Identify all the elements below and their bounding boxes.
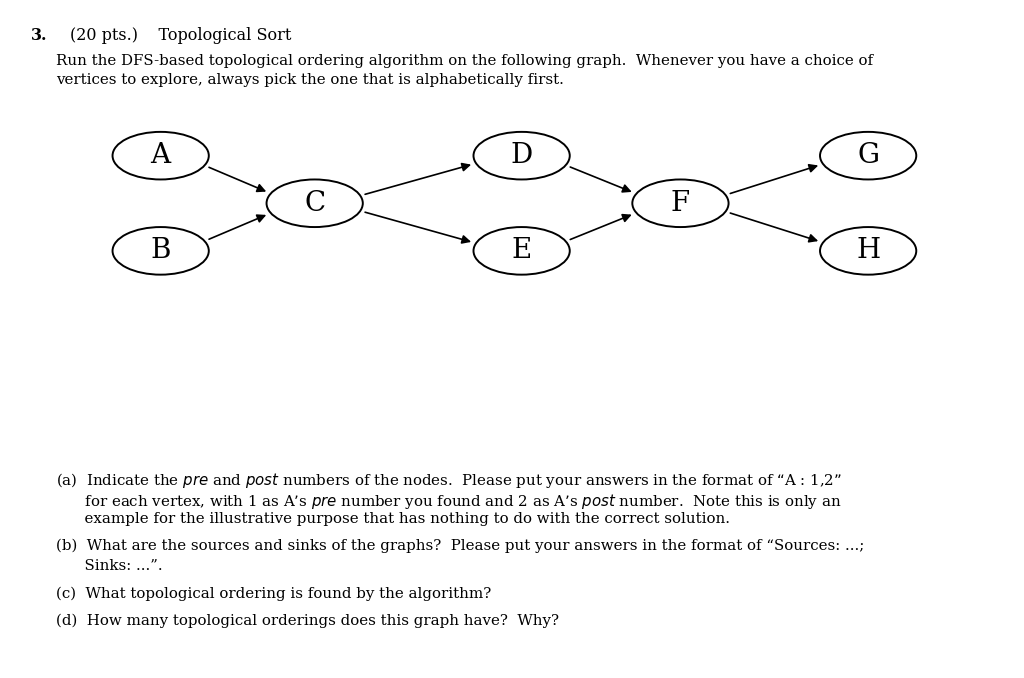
Text: 3.: 3. [31,27,47,44]
Text: D: D [511,142,532,170]
Ellipse shape [266,180,362,227]
Text: G: G [857,142,880,170]
Text: B: B [151,237,171,264]
Text: A: A [151,142,171,170]
Text: C: C [304,190,326,217]
Text: (a)  Indicate the $\it{pre}$ and $\it{post}$ numbers of the nodes.  Please put y: (a) Indicate the $\it{pre}$ and $\it{pos… [56,471,842,490]
Text: (c)  What topological ordering is found by the algorithm?: (c) What topological ordering is found b… [56,586,492,601]
Text: (d)  How many topological orderings does this graph have?  Why?: (d) How many topological orderings does … [56,614,559,628]
Text: vertices to explore, always pick the one that is alphabetically first.: vertices to explore, always pick the one… [56,73,564,87]
Text: Sinks: ...”.: Sinks: ...”. [56,559,163,574]
Ellipse shape [632,180,729,227]
Text: E: E [512,237,531,264]
Text: Run the DFS-based topological ordering algorithm on the following graph.  Whenev: Run the DFS-based topological ordering a… [56,54,873,68]
Text: (b)  What are the sources and sinks of the graphs?  Please put your answers in t: (b) What are the sources and sinks of th… [56,539,864,553]
Ellipse shape [473,227,569,275]
Ellipse shape [820,132,916,180]
Text: H: H [856,237,881,264]
Ellipse shape [820,227,916,275]
Text: (20 pts.)    Topological Sort: (20 pts.) Topological Sort [70,27,291,44]
Text: for each vertex, with 1 as A’s $\it{pre}$ number you found and 2 as A’s $\it{pos: for each vertex, with 1 as A’s $\it{pre}… [56,492,842,511]
Text: F: F [671,190,690,217]
Ellipse shape [113,132,209,180]
Ellipse shape [473,132,569,180]
Ellipse shape [113,227,209,275]
Text: example for the illustrative purpose that has nothing to do with the correct sol: example for the illustrative purpose tha… [56,512,730,526]
